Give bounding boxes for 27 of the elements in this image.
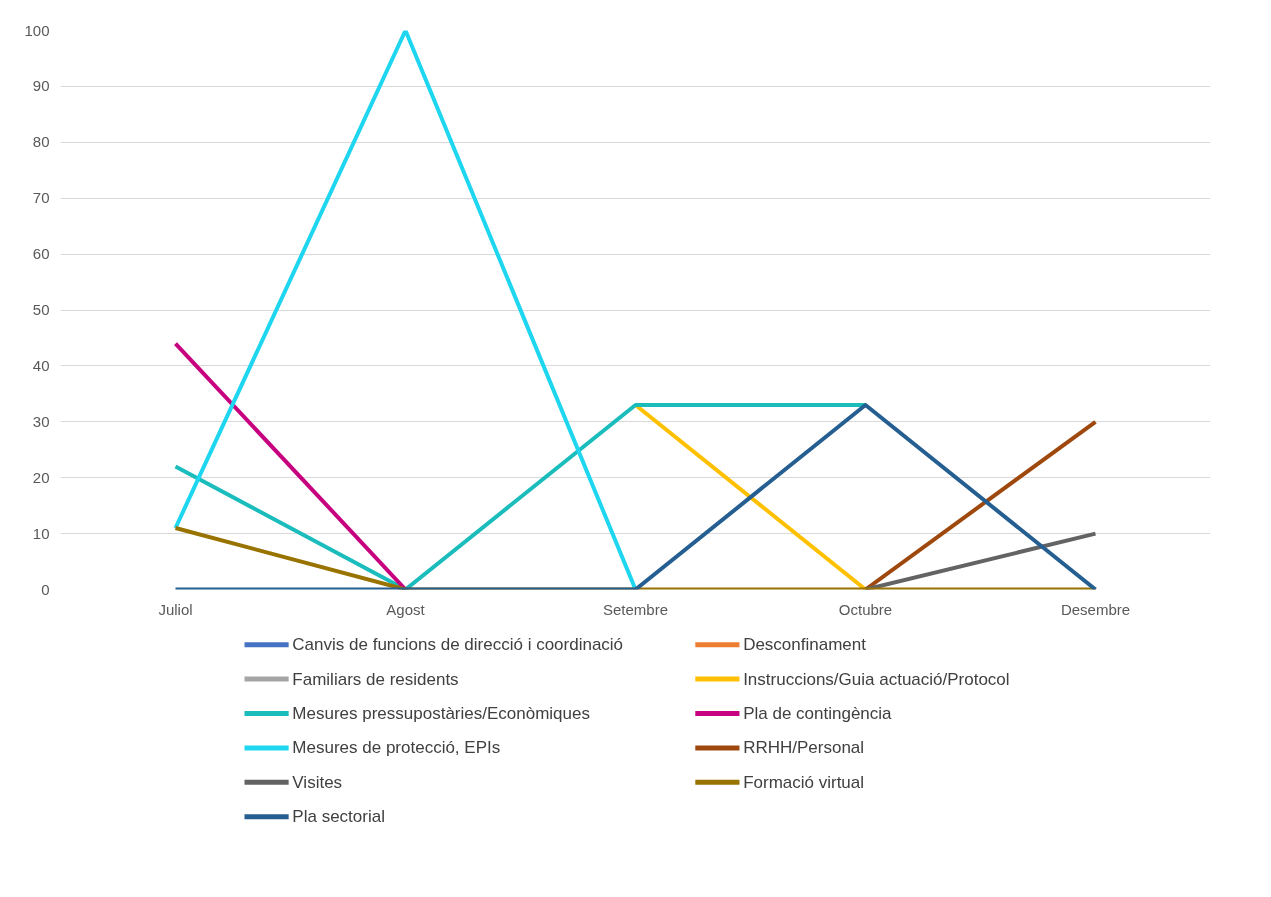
y-tick-label: 60 [32, 245, 50, 263]
x-tick-label: Desembre [1060, 600, 1131, 618]
y-tick-label: 90 [32, 77, 50, 95]
y-tick-label: 20 [32, 468, 50, 486]
x-tick-label: Juliol [158, 600, 193, 618]
legend-label: Familiars de residents [292, 669, 459, 689]
legend-label: Instruccions/Guia actuació/Protocol [743, 669, 1010, 689]
legend-label: RRHH/Personal [743, 738, 865, 758]
y-tick-label: 80 [32, 133, 50, 151]
legend-label: Pla de contingència [743, 704, 893, 723]
y-tick-label: 100 [24, 21, 50, 39]
legend-label: Mesures pressupostàries/Econòmiques [292, 704, 590, 723]
legend-label: Visites [292, 772, 343, 792]
legend-label: Desconfinament [743, 635, 867, 655]
x-tick-label: Octubre [838, 600, 893, 618]
y-tick-label: 50 [32, 301, 50, 318]
y-tick-label: 40 [32, 356, 50, 374]
y-tick-label: 0 [41, 580, 50, 598]
x-tick-label: Setembre [602, 600, 669, 618]
y-tick-label: 30 [32, 412, 50, 430]
legend-label: Formació virtual [743, 772, 865, 792]
legend-label: Canvis de funcions de direcció i coordinació [292, 635, 624, 655]
x-tick-label: Agost [386, 600, 426, 618]
legend-label: Pla sectorial [292, 807, 385, 827]
legend-label: Mesures de protecció, EPIs [292, 738, 501, 758]
y-tick-label: 10 [32, 524, 50, 542]
y-tick-label: 70 [32, 189, 50, 207]
